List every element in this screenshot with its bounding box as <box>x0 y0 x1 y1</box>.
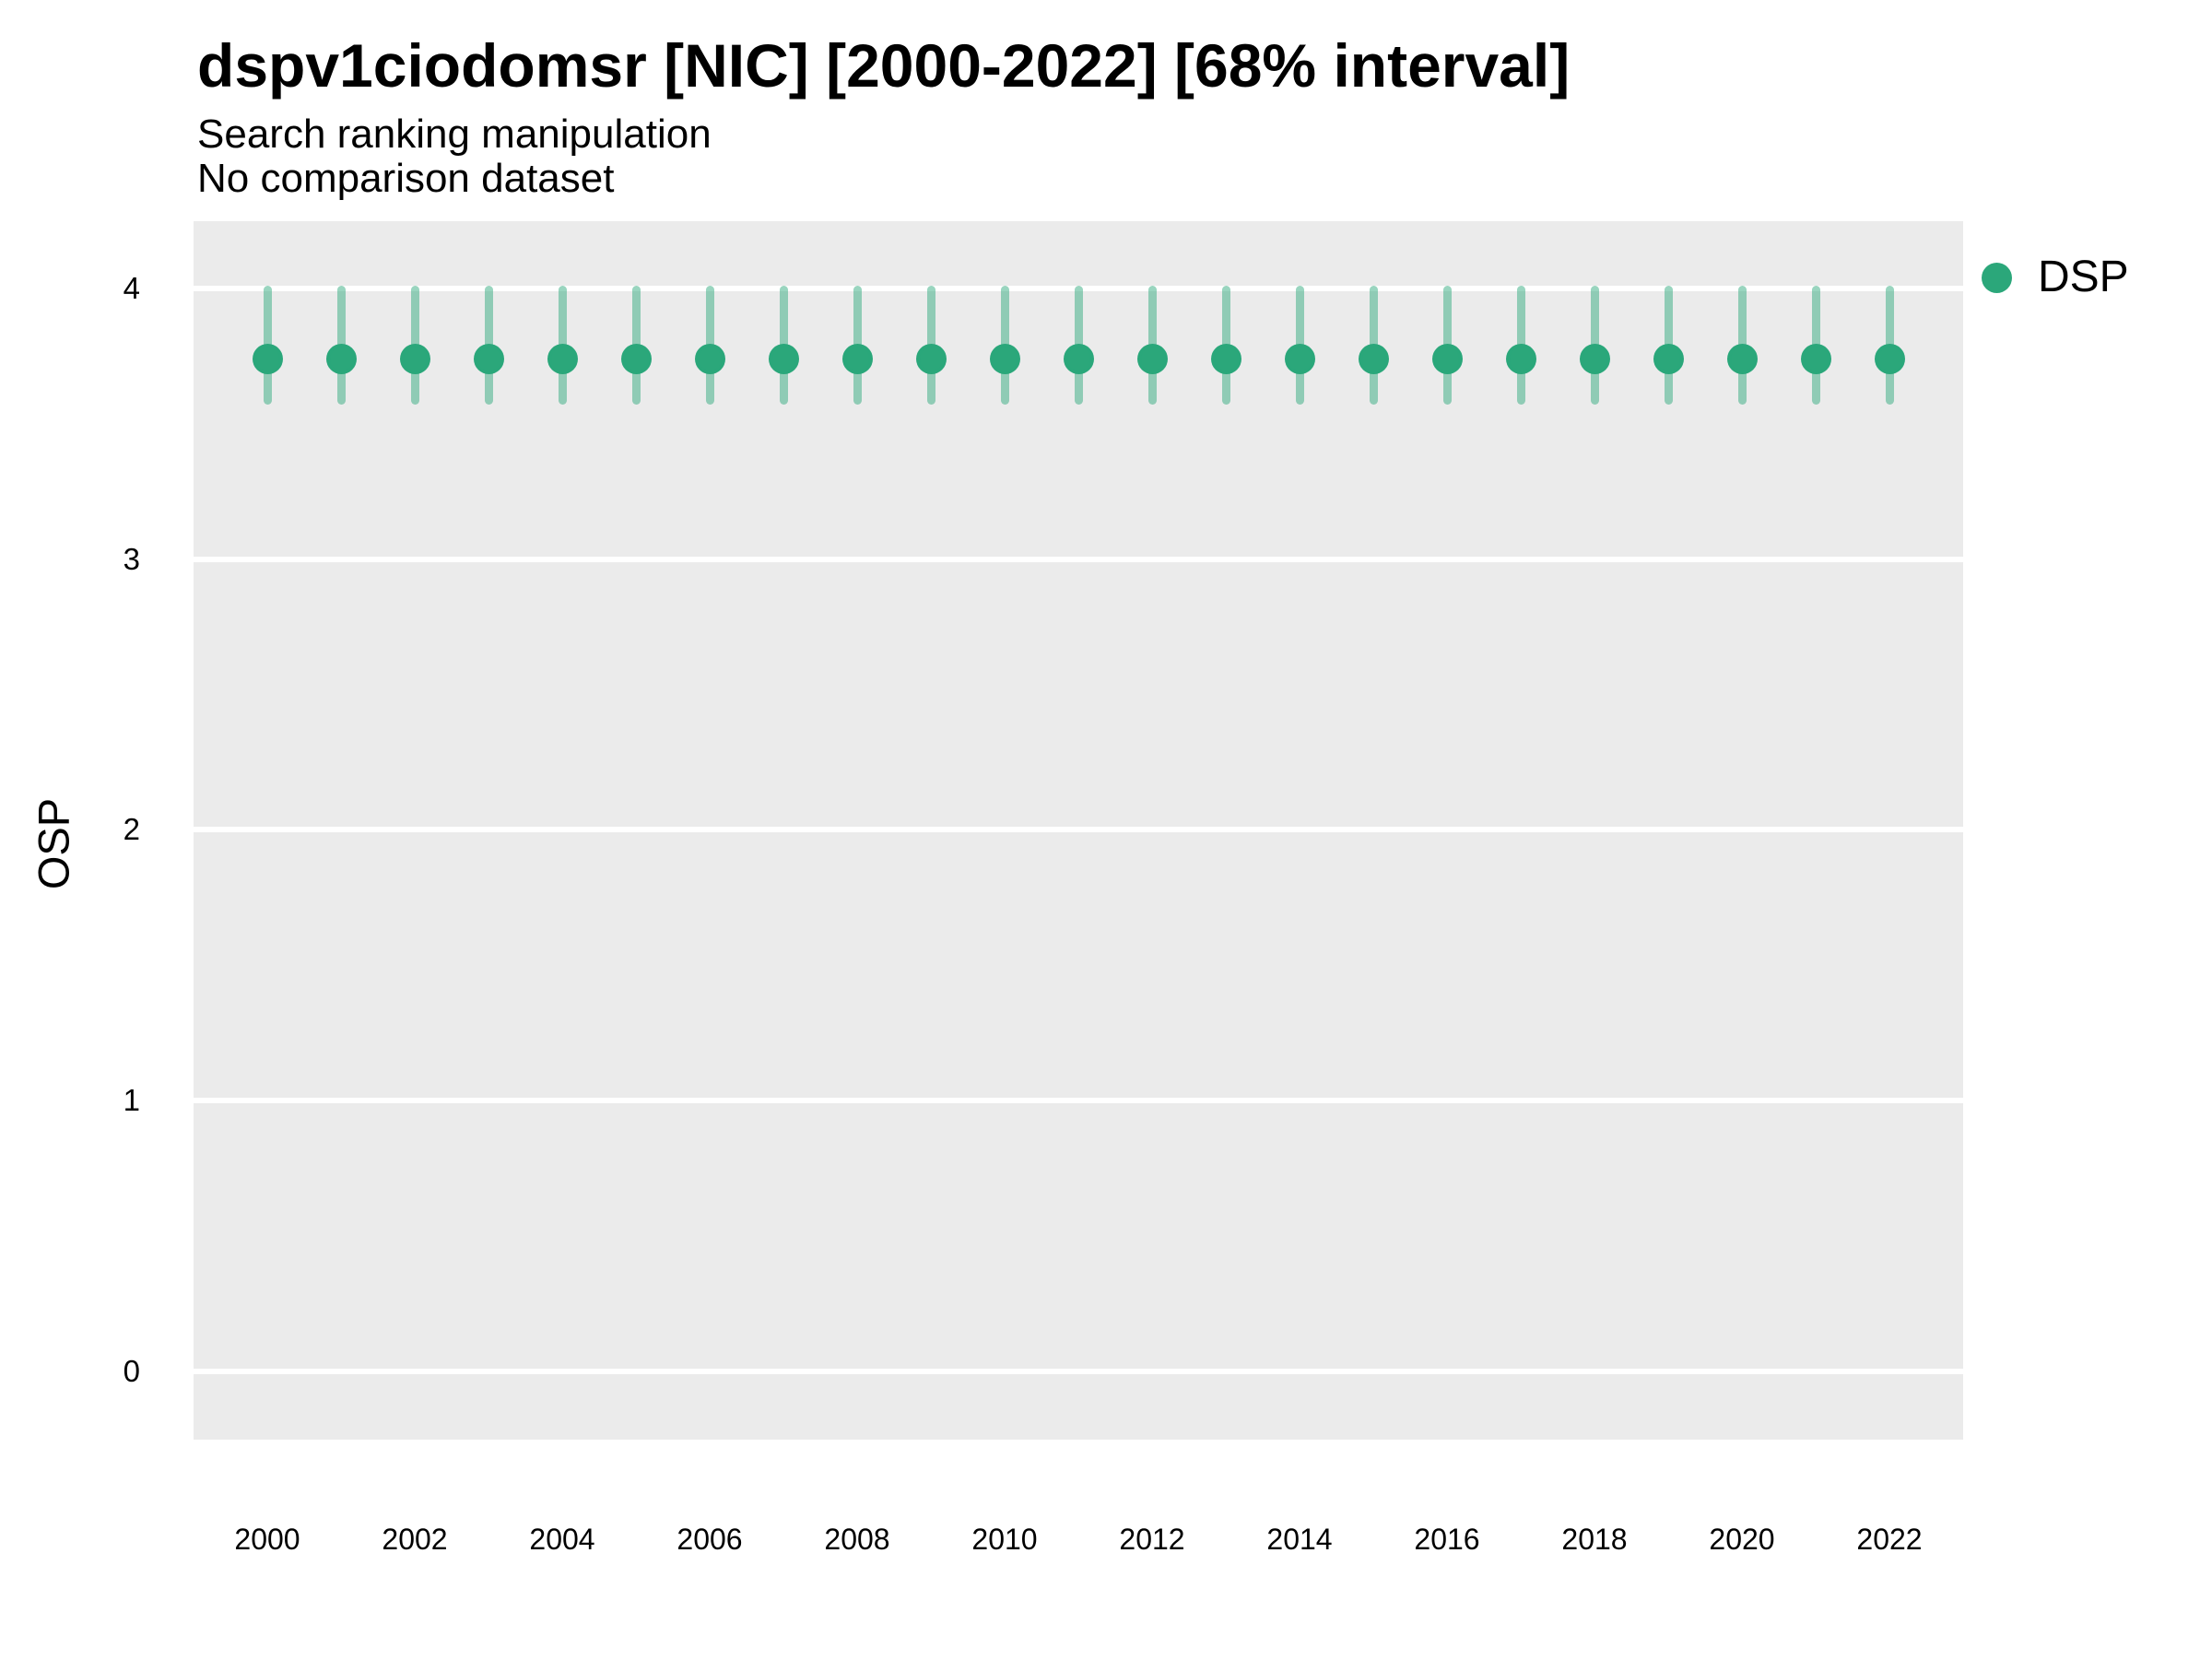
x-tick-label: 2018 <box>1561 1523 1628 1556</box>
x-tick-label: 2012 <box>1119 1523 1185 1556</box>
y-tick-label: 1 <box>123 1083 140 1118</box>
chart-subtitle: Search ranking manipulation <box>197 112 712 157</box>
y-tick-label: 2 <box>123 812 140 847</box>
point-marker-2003 <box>473 343 504 374</box>
y-tick-label: 4 <box>123 270 140 305</box>
x-tick-label: 2008 <box>824 1523 890 1556</box>
gridline-y-2 <box>194 827 1963 833</box>
chart-title: dspv1ciodomsr [NIC] [2000-2022] [68% int… <box>197 31 1571 100</box>
point-marker-2011 <box>1063 343 1094 374</box>
point-marker-2012 <box>1136 343 1168 374</box>
point-marker-2001 <box>325 343 357 374</box>
plot-panel <box>194 221 1963 1440</box>
point-marker-2002 <box>399 343 430 374</box>
point-marker-2009 <box>915 343 947 374</box>
legend-dsp-dot-icon <box>1982 262 2012 293</box>
point-marker-2004 <box>547 343 578 374</box>
gridline-y-3 <box>194 556 1963 562</box>
x-tick-label: 2000 <box>234 1523 300 1556</box>
chart-note: No comparison dataset <box>197 156 615 201</box>
point-marker-2007 <box>768 343 799 374</box>
y-tick-label: 0 <box>123 1354 140 1388</box>
y-axis-title: OSP <box>29 797 78 890</box>
x-tick-label: 2006 <box>677 1523 743 1556</box>
point-marker-2018 <box>1579 343 1610 374</box>
x-tick-label: 2022 <box>1856 1523 1923 1556</box>
gridline-y-1 <box>194 1098 1963 1104</box>
x-tick-label: 2010 <box>971 1523 1038 1556</box>
point-marker-2000 <box>252 343 283 374</box>
point-marker-2020 <box>1726 343 1758 374</box>
point-marker-2015 <box>1358 343 1389 374</box>
legend-label-dsp: DSP <box>2038 253 2129 301</box>
point-marker-2005 <box>620 343 652 374</box>
x-tick-label: 2002 <box>382 1523 448 1556</box>
point-marker-2019 <box>1653 343 1684 374</box>
x-tick-label: 2004 <box>529 1523 595 1556</box>
point-marker-2017 <box>1505 343 1536 374</box>
point-marker-2008 <box>841 343 873 374</box>
gridline-y-4 <box>194 285 1963 291</box>
point-marker-2022 <box>1874 343 1905 374</box>
gridline-y-0 <box>194 1369 1963 1374</box>
x-tick-label: 2016 <box>1414 1523 1480 1556</box>
legend: DSP <box>1982 254 2129 300</box>
point-marker-2014 <box>1284 343 1315 374</box>
point-marker-2021 <box>1800 343 1831 374</box>
point-marker-2016 <box>1431 343 1463 374</box>
x-tick-label: 2014 <box>1266 1523 1333 1556</box>
point-marker-2006 <box>694 343 725 374</box>
y-tick-label: 3 <box>123 541 140 576</box>
x-tick-label: 2020 <box>1709 1523 1775 1556</box>
point-marker-2010 <box>989 343 1020 374</box>
point-marker-2013 <box>1210 343 1241 374</box>
